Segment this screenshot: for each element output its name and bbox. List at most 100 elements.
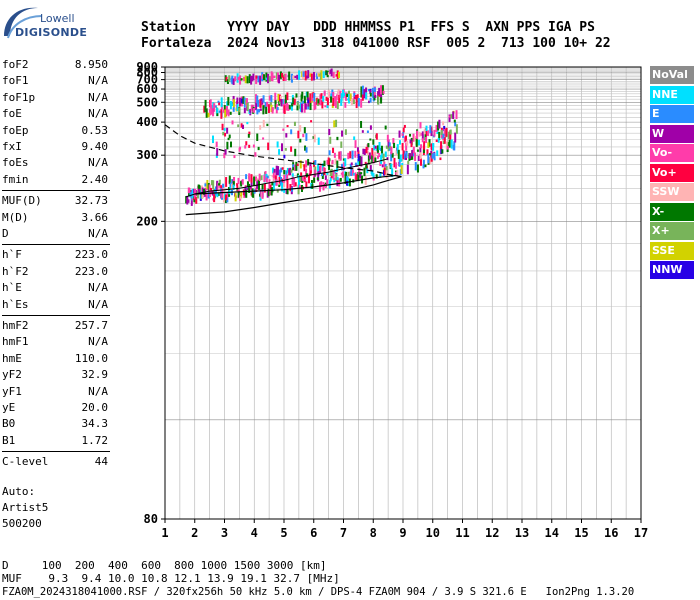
echo-mark xyxy=(267,188,270,197)
echo-mark xyxy=(339,151,342,161)
echo-mark xyxy=(309,166,312,171)
echo-mark xyxy=(369,138,372,141)
echo-mark xyxy=(351,98,354,104)
echo-mark xyxy=(353,96,356,99)
echo-mark xyxy=(248,74,251,84)
echo-mark xyxy=(450,139,453,149)
echo-mark xyxy=(341,171,344,178)
y-tick-label: 200 xyxy=(136,214,158,228)
echo-mark xyxy=(283,182,286,187)
echo-mark xyxy=(340,93,343,102)
param-name: h`Es xyxy=(2,297,29,311)
echo-mark xyxy=(208,109,211,116)
echo-mark xyxy=(353,173,356,176)
param-value: 2.40 xyxy=(81,172,109,186)
x-tick-label: 11 xyxy=(455,526,469,540)
echo-mark xyxy=(205,188,208,191)
echo-mark xyxy=(249,186,252,189)
echo-mark xyxy=(216,180,219,191)
y-tick-label: 300 xyxy=(136,148,158,162)
echo-mark xyxy=(275,179,278,186)
echo-mark xyxy=(412,133,415,142)
echo-mark xyxy=(448,114,451,121)
echo-mark xyxy=(316,73,319,79)
echo-mark xyxy=(446,145,449,150)
echo-mark xyxy=(448,139,451,148)
echo-mark xyxy=(423,129,426,135)
echo-mark xyxy=(333,152,336,158)
echo-mark xyxy=(272,172,275,182)
echo-mark xyxy=(380,155,383,165)
echo-mark xyxy=(246,102,249,112)
echo-mark xyxy=(376,145,379,153)
echo-mark xyxy=(322,71,325,79)
echo-mark xyxy=(427,153,430,164)
echo-mark xyxy=(246,181,249,187)
param-value: N/A xyxy=(88,90,108,104)
echo-mark xyxy=(232,99,235,108)
echo-mark xyxy=(291,176,294,186)
echo-mark xyxy=(449,130,452,140)
echo-mark xyxy=(322,182,325,191)
echo-mark xyxy=(363,89,366,99)
echo-mark xyxy=(342,162,345,169)
echo-mark xyxy=(313,162,316,165)
echo-mark xyxy=(314,169,317,175)
echo-mark xyxy=(396,170,399,178)
echo-mark xyxy=(310,73,313,81)
echo-mark xyxy=(366,144,369,151)
echo-mark xyxy=(242,124,245,129)
echo-mark xyxy=(340,172,343,175)
echo-mark xyxy=(450,114,453,119)
echo-mark xyxy=(379,171,382,178)
echo-mark xyxy=(325,96,328,101)
echo-mark xyxy=(262,119,265,128)
echo-mark xyxy=(283,99,286,106)
echo-mark xyxy=(436,150,439,157)
echo-mark xyxy=(305,160,308,168)
echo-mark xyxy=(357,153,360,162)
echo-mark xyxy=(396,144,399,154)
echo-mark xyxy=(268,95,271,101)
echo-mark xyxy=(262,95,265,103)
echo-mark xyxy=(428,139,431,147)
param-value: N/A xyxy=(88,281,108,295)
echo-mark xyxy=(445,127,448,137)
echo-mark xyxy=(398,140,401,145)
echo-mark xyxy=(305,133,308,141)
echo-mark xyxy=(239,196,242,200)
echo-mark xyxy=(339,177,342,182)
echo-mark xyxy=(348,178,351,187)
legend-item-vominus: Vo- xyxy=(650,144,694,162)
echo-mark xyxy=(353,136,356,141)
echo-mark xyxy=(240,98,243,104)
echo-mark xyxy=(416,130,419,139)
param-row-hf: h`F 223.0 xyxy=(2,248,108,264)
echo-mark xyxy=(216,113,219,117)
echo-mark xyxy=(265,72,268,82)
echo-mark xyxy=(344,129,347,135)
echo-mark xyxy=(286,174,289,182)
echo-mark xyxy=(274,100,277,109)
echo-mark xyxy=(226,101,229,107)
echo-mark xyxy=(368,160,371,165)
echo-mark xyxy=(292,97,295,105)
echo-mark xyxy=(304,103,307,110)
echo-mark xyxy=(212,111,215,117)
echo-mark xyxy=(276,141,279,148)
echo-mark xyxy=(363,148,366,156)
echo-mark xyxy=(331,159,334,165)
echo-mark xyxy=(273,168,276,173)
echo-mark xyxy=(340,141,343,148)
echo-mark xyxy=(198,188,201,195)
echo-mark xyxy=(227,109,230,117)
echo-mark xyxy=(373,144,376,151)
echo-mark xyxy=(314,102,317,110)
echo-mark xyxy=(367,89,370,92)
echo-mark xyxy=(442,138,445,141)
echo-mark xyxy=(248,173,251,182)
echo-mark xyxy=(217,100,220,103)
echo-mark xyxy=(320,173,323,177)
echo-mark xyxy=(286,189,289,195)
echo-mark xyxy=(317,163,320,173)
